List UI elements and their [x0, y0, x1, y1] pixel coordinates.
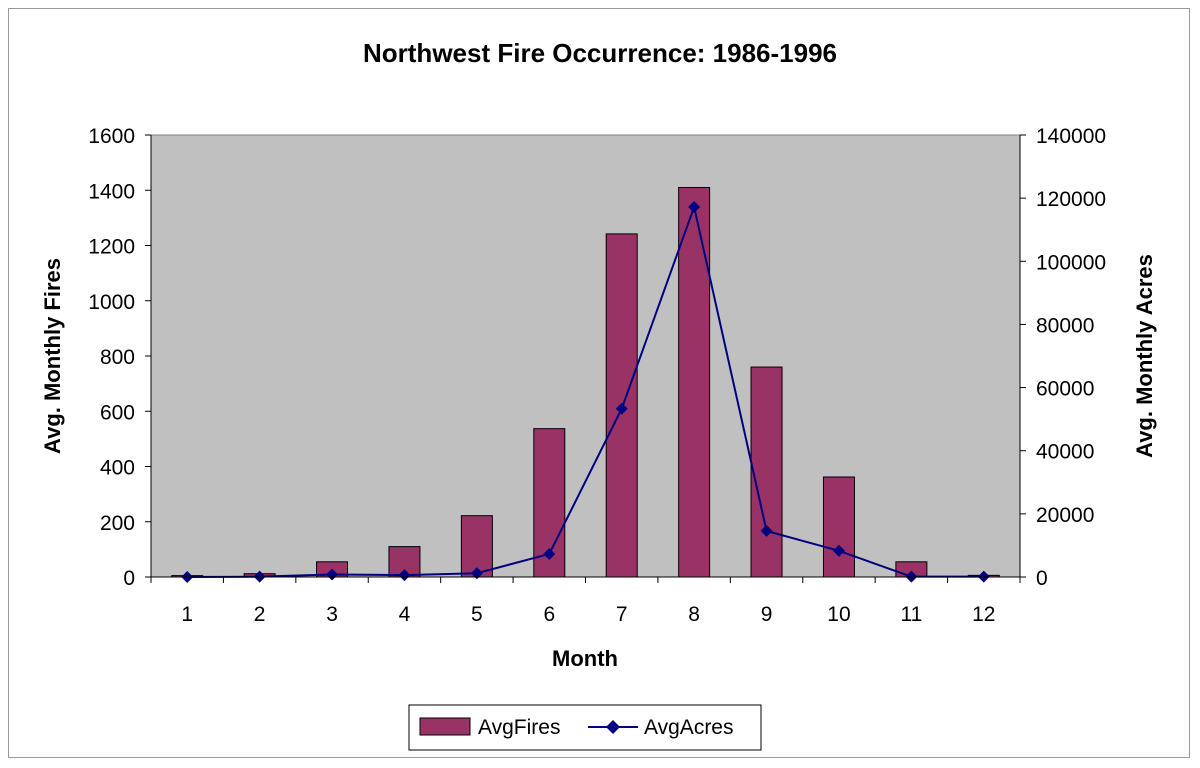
y-tick-label: 0	[123, 567, 135, 590]
line-avgacres	[187, 203, 984, 578]
x-tick-label: 8	[688, 603, 700, 626]
bar-avgfires-8	[678, 186, 711, 578]
point-avgacres-6	[543, 547, 556, 560]
x-axis-ticks: 1 2 3 4 5 6 7 8 9 10 11 12	[150, 577, 1021, 626]
y-axis-ticks: 0 200 400 600 800 1000 1200 1400 1600	[88, 125, 151, 590]
y-tick-label: 200	[100, 512, 135, 535]
y-tick-label: 1400	[88, 180, 135, 203]
x-tick-label: 7	[616, 603, 628, 626]
y2-tick-label: 140000	[1036, 125, 1106, 148]
x-tick-label: 2	[254, 603, 266, 626]
legend-label-avgacres: AvgAcres	[644, 716, 734, 739]
legend-label-avgfires: AvgFires	[478, 716, 560, 739]
x-tick-label: 1	[181, 603, 193, 626]
legend-swatch-avgfires	[419, 717, 471, 736]
point-avgacres-4	[398, 569, 411, 582]
y2-axis-ticks: 0 20000 40000 60000 80000 100000 120000 140000	[1020, 125, 1106, 590]
bar-avgfires-5	[460, 515, 493, 578]
point-avgacres-9	[760, 524, 773, 537]
chart-title: Northwest Fire Occurrence: 1986-1996	[363, 38, 837, 68]
x-axis-title: Month	[552, 646, 618, 671]
y2-tick-label: 120000	[1036, 188, 1106, 211]
x-tick-label: 4	[399, 603, 411, 626]
plot-area	[150, 134, 1021, 578]
point-avgacres-8	[688, 200, 701, 213]
point-avgacres-10	[832, 544, 845, 557]
y2-tick-label: 40000	[1036, 441, 1094, 464]
y2-tick-label: 20000	[1036, 504, 1094, 527]
y-tick-label: 1000	[88, 291, 135, 314]
y2-tick-label: 60000	[1036, 378, 1094, 401]
x-tick-label: 3	[326, 603, 338, 626]
x-tick-label: 11	[900, 603, 922, 626]
y-axis-title: Avg. Monthly Fires	[40, 258, 65, 454]
y2-tick-label: 80000	[1036, 314, 1094, 337]
legend-marker-avgacres	[606, 720, 620, 734]
x-tick-label: 5	[471, 603, 483, 626]
point-avgacres-7	[615, 402, 628, 415]
x-tick-label: 12	[972, 603, 995, 626]
y-tick-label: 1200	[88, 236, 135, 259]
bar-avgfires-10	[822, 476, 855, 578]
y-tick-label: 800	[100, 346, 135, 369]
point-avgacres-5	[470, 567, 483, 580]
bar-avgfires-9	[750, 366, 783, 578]
y-tick-label: 600	[100, 401, 135, 424]
legend: AvgFires AvgAcres	[408, 704, 762, 751]
y2-tick-label: 100000	[1036, 251, 1106, 274]
x-tick-label: 9	[761, 603, 773, 626]
y2-axis-title: Avg. Monthly Acres	[1132, 254, 1157, 458]
y-tick-label: 1600	[88, 125, 135, 148]
y2-tick-label: 0	[1036, 567, 1048, 590]
x-tick-label: 10	[827, 603, 850, 626]
x-tick-label: 6	[543, 603, 555, 626]
y-tick-label: 400	[100, 457, 135, 480]
